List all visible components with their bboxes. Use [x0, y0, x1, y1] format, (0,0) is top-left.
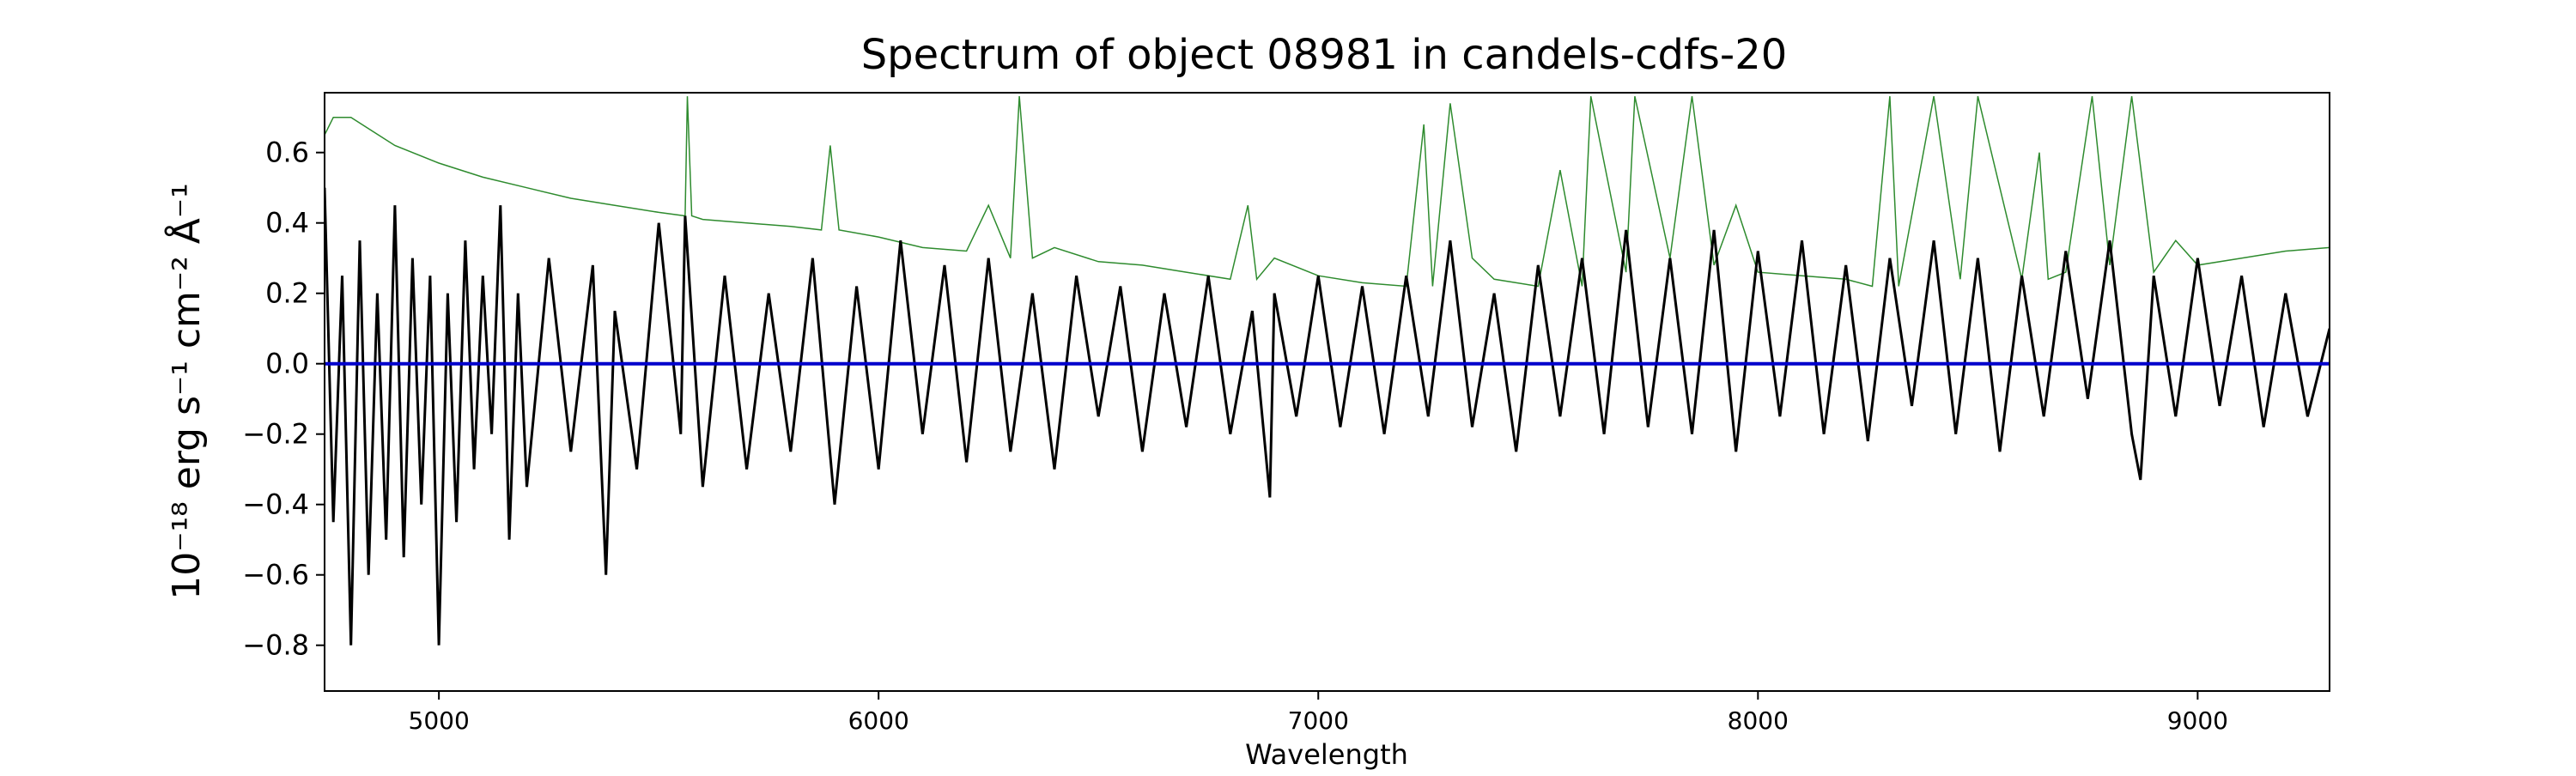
y-tick-label: −0.6 [242, 559, 309, 591]
plot-area [325, 95, 2330, 646]
y-tick-label: 0.6 [265, 136, 309, 169]
y-tick-label: −0.4 [242, 488, 309, 521]
y-tick-label: −0.2 [242, 418, 309, 451]
y-axis: −0.8 −0.6 −0.4 −0.2 0.0 0.2 0.4 0.6 [242, 136, 325, 662]
x-tick-label: 6000 [848, 706, 909, 735]
plot-frame [324, 92, 2330, 692]
x-tick-label: 8000 [1728, 706, 1789, 735]
y-tick-label: 0.2 [265, 277, 309, 310]
y-tick-label: 0.0 [265, 348, 309, 380]
y-axis-label: 10⁻¹⁸ erg s⁻¹ cm⁻² Å⁻¹ [163, 183, 209, 599]
y-tick-label: 0.4 [265, 207, 309, 239]
y-tick-label: −0.8 [242, 629, 309, 662]
chart-title: Spectrum of object 08981 in candels-cdfs… [861, 31, 1788, 79]
flux-spectrum-line [325, 187, 2330, 646]
x-axis: 5000 6000 7000 8000 9000 [409, 691, 2228, 735]
x-tick-label: 5000 [409, 706, 470, 735]
error-spectrum-line [325, 95, 2330, 288]
x-axis-label: Wavelength [1245, 738, 1408, 771]
x-tick-label: 7000 [1288, 706, 1349, 735]
x-tick-label: 9000 [2167, 706, 2228, 735]
